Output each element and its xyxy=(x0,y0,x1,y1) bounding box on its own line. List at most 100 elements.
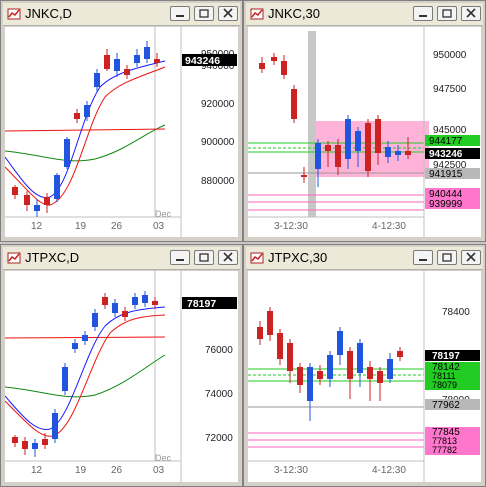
price-chart[interactable]: 78000 76000 74000 72000 78197 12 19 26 0… xyxy=(5,271,238,482)
candle-body xyxy=(62,367,68,391)
level-badge-text: 77845 xyxy=(432,427,460,438)
level-badge-text: 77962 xyxy=(432,400,460,411)
candle-body xyxy=(345,119,351,159)
title-bar[interactable]: JTPXC,30 xyxy=(246,247,483,270)
candles xyxy=(12,291,158,457)
candle-body xyxy=(64,139,70,167)
minimize-icon xyxy=(176,15,184,17)
maximize-button[interactable] xyxy=(194,6,214,21)
maximize-icon xyxy=(199,9,209,18)
minimize-button[interactable] xyxy=(170,6,190,21)
candle-body xyxy=(315,143,321,169)
candle-body xyxy=(12,187,18,195)
candle-body xyxy=(277,333,283,359)
level-badge xyxy=(425,437,480,446)
ma-blue-line xyxy=(5,306,166,430)
candle-body xyxy=(142,295,148,303)
level-badge-text: 78142 xyxy=(432,362,460,373)
candle-body xyxy=(327,355,333,379)
price-label: 942500 xyxy=(433,160,467,171)
level-badge-text: 77813 xyxy=(432,436,457,446)
candle-body xyxy=(112,303,118,313)
candle-body xyxy=(102,297,108,305)
maximize-button[interactable] xyxy=(437,250,457,265)
candles xyxy=(259,53,411,187)
level-badge-text: 939999 xyxy=(429,199,463,210)
window-title: JNKC,30 xyxy=(268,6,321,21)
candle-body xyxy=(395,151,401,155)
minimize-button[interactable] xyxy=(170,250,190,265)
candles xyxy=(12,41,160,217)
price-chart[interactable]: 78400 78000 78197 78142 78111 78079 7796… xyxy=(248,271,481,482)
candle-body xyxy=(72,343,78,349)
window-title: JTPXC,30 xyxy=(268,250,328,265)
x-label: 03 xyxy=(153,465,165,476)
x-label: 03 xyxy=(153,221,165,232)
candle-body xyxy=(42,439,48,445)
x-label: 3-12:30 xyxy=(274,465,308,476)
candle-body xyxy=(52,413,58,439)
current-price-badge xyxy=(182,54,237,66)
candle-body xyxy=(82,335,88,341)
price-label: 880000 xyxy=(201,176,235,187)
level-badge xyxy=(425,427,480,437)
title-bar[interactable]: JNKC,30 xyxy=(246,3,483,26)
ma-green-line xyxy=(5,354,166,398)
price-label: 947500 xyxy=(433,84,467,95)
maximize-icon xyxy=(442,253,452,262)
minimize-icon xyxy=(176,259,184,261)
candle-body xyxy=(32,443,38,449)
price-label: 950000 xyxy=(433,50,467,61)
level-badge xyxy=(425,148,480,159)
x-label: 3-12:30 xyxy=(274,221,308,232)
price-label: 945000 xyxy=(433,125,467,136)
candle-body xyxy=(257,327,263,339)
candle-body xyxy=(355,131,361,151)
price-chart[interactable]: 950000 947500 945000 942500 944177 94324… xyxy=(248,27,481,237)
candle-body xyxy=(357,343,363,373)
chart-window-jtpxc-30min[interactable]: JTPXC,30 78400 78000 78197 78142 78111 7… xyxy=(243,244,486,487)
title-bar[interactable]: JNKC,D xyxy=(3,3,240,26)
maximize-icon xyxy=(442,9,452,18)
chart-window-jtpxc-daily[interactable]: JTPXC,D 78000 76000 74000 72000 78197 12… xyxy=(0,244,243,487)
minimize-button[interactable] xyxy=(413,6,433,21)
level-badge xyxy=(425,381,480,390)
title-bar[interactable]: JTPXC,D xyxy=(3,247,240,270)
ma-red-line xyxy=(5,128,166,132)
candle-body xyxy=(124,69,130,75)
candle-body xyxy=(144,47,150,59)
chart-window-jnkc-30min[interactable]: JNKC,30 950000 947500 945000 942500 9441… xyxy=(243,0,486,242)
chart-app-icon xyxy=(250,8,264,20)
close-button[interactable] xyxy=(461,250,481,265)
level-badge xyxy=(425,350,480,361)
candle-body xyxy=(84,105,90,117)
minimize-button[interactable] xyxy=(413,250,433,265)
candle-body xyxy=(92,313,98,327)
close-icon xyxy=(223,252,233,262)
close-button[interactable] xyxy=(461,6,481,21)
level-badge xyxy=(425,188,480,199)
candle-body xyxy=(267,311,273,335)
window-title: JTPXC,D xyxy=(25,250,80,265)
close-button[interactable] xyxy=(218,250,238,265)
price-label: 76000 xyxy=(205,345,233,356)
chart-window-jnkc-daily[interactable]: JNKC,D 950000 940000 920000 900000 88000… xyxy=(0,0,243,242)
ma-red-fast-line xyxy=(5,66,166,206)
candle-body xyxy=(297,367,303,385)
close-button[interactable] xyxy=(218,6,238,21)
x-label: 4-12:30 xyxy=(372,221,406,232)
candle-body xyxy=(114,59,120,71)
level-badge xyxy=(425,372,480,381)
candle-body xyxy=(22,441,28,449)
maximize-button[interactable] xyxy=(437,6,457,21)
pink-zone xyxy=(316,121,429,177)
chart-app-icon xyxy=(250,252,264,264)
candle-body xyxy=(385,147,391,157)
x-label: 19 xyxy=(75,465,87,476)
candle-body xyxy=(134,55,140,63)
candle-body xyxy=(347,351,353,379)
maximize-button[interactable] xyxy=(194,250,214,265)
price-chart[interactable]: 950000 940000 920000 900000 880000 94324… xyxy=(5,27,238,237)
maximize-icon xyxy=(199,253,209,262)
x-label: 19 xyxy=(75,221,87,232)
